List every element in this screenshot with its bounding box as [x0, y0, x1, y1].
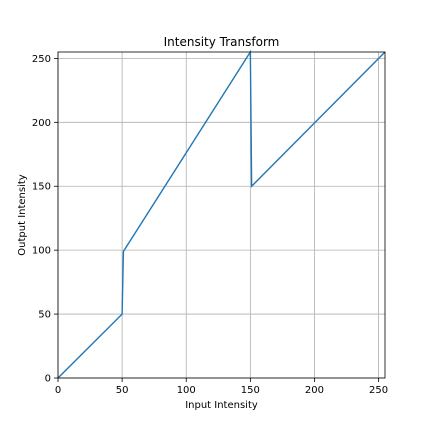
chart-title: Intensity Transform — [164, 35, 280, 49]
plot-frame — [57, 51, 386, 379]
y-tick-label: 250 — [32, 54, 51, 65]
y-tick-label: 150 — [32, 182, 51, 193]
series-layer — [57, 49, 386, 379]
x-tick-label: 200 — [305, 385, 324, 396]
x-tick-label: 150 — [241, 385, 260, 396]
x-tick-label: 250 — [369, 385, 388, 396]
y-tick-label: 50 — [38, 310, 51, 321]
y-tick-label: 0 — [45, 374, 51, 385]
y-tick-label: 100 — [32, 246, 51, 257]
x-tick-label: 50 — [116, 385, 129, 396]
y-tick-label: 200 — [32, 118, 51, 129]
series-line — [57, 49, 386, 379]
x-tick-label: 0 — [55, 385, 61, 396]
x-axis: 0 50 100 150 200 250 — [55, 378, 388, 396]
y-axis-label: Output Intensity — [17, 174, 28, 256]
y-axis: 0 50 100 150 200 250 — [32, 54, 58, 385]
x-axis-label: Input Intensity — [185, 400, 258, 411]
grid — [57, 52, 385, 379]
x-tick-label: 100 — [177, 385, 196, 396]
